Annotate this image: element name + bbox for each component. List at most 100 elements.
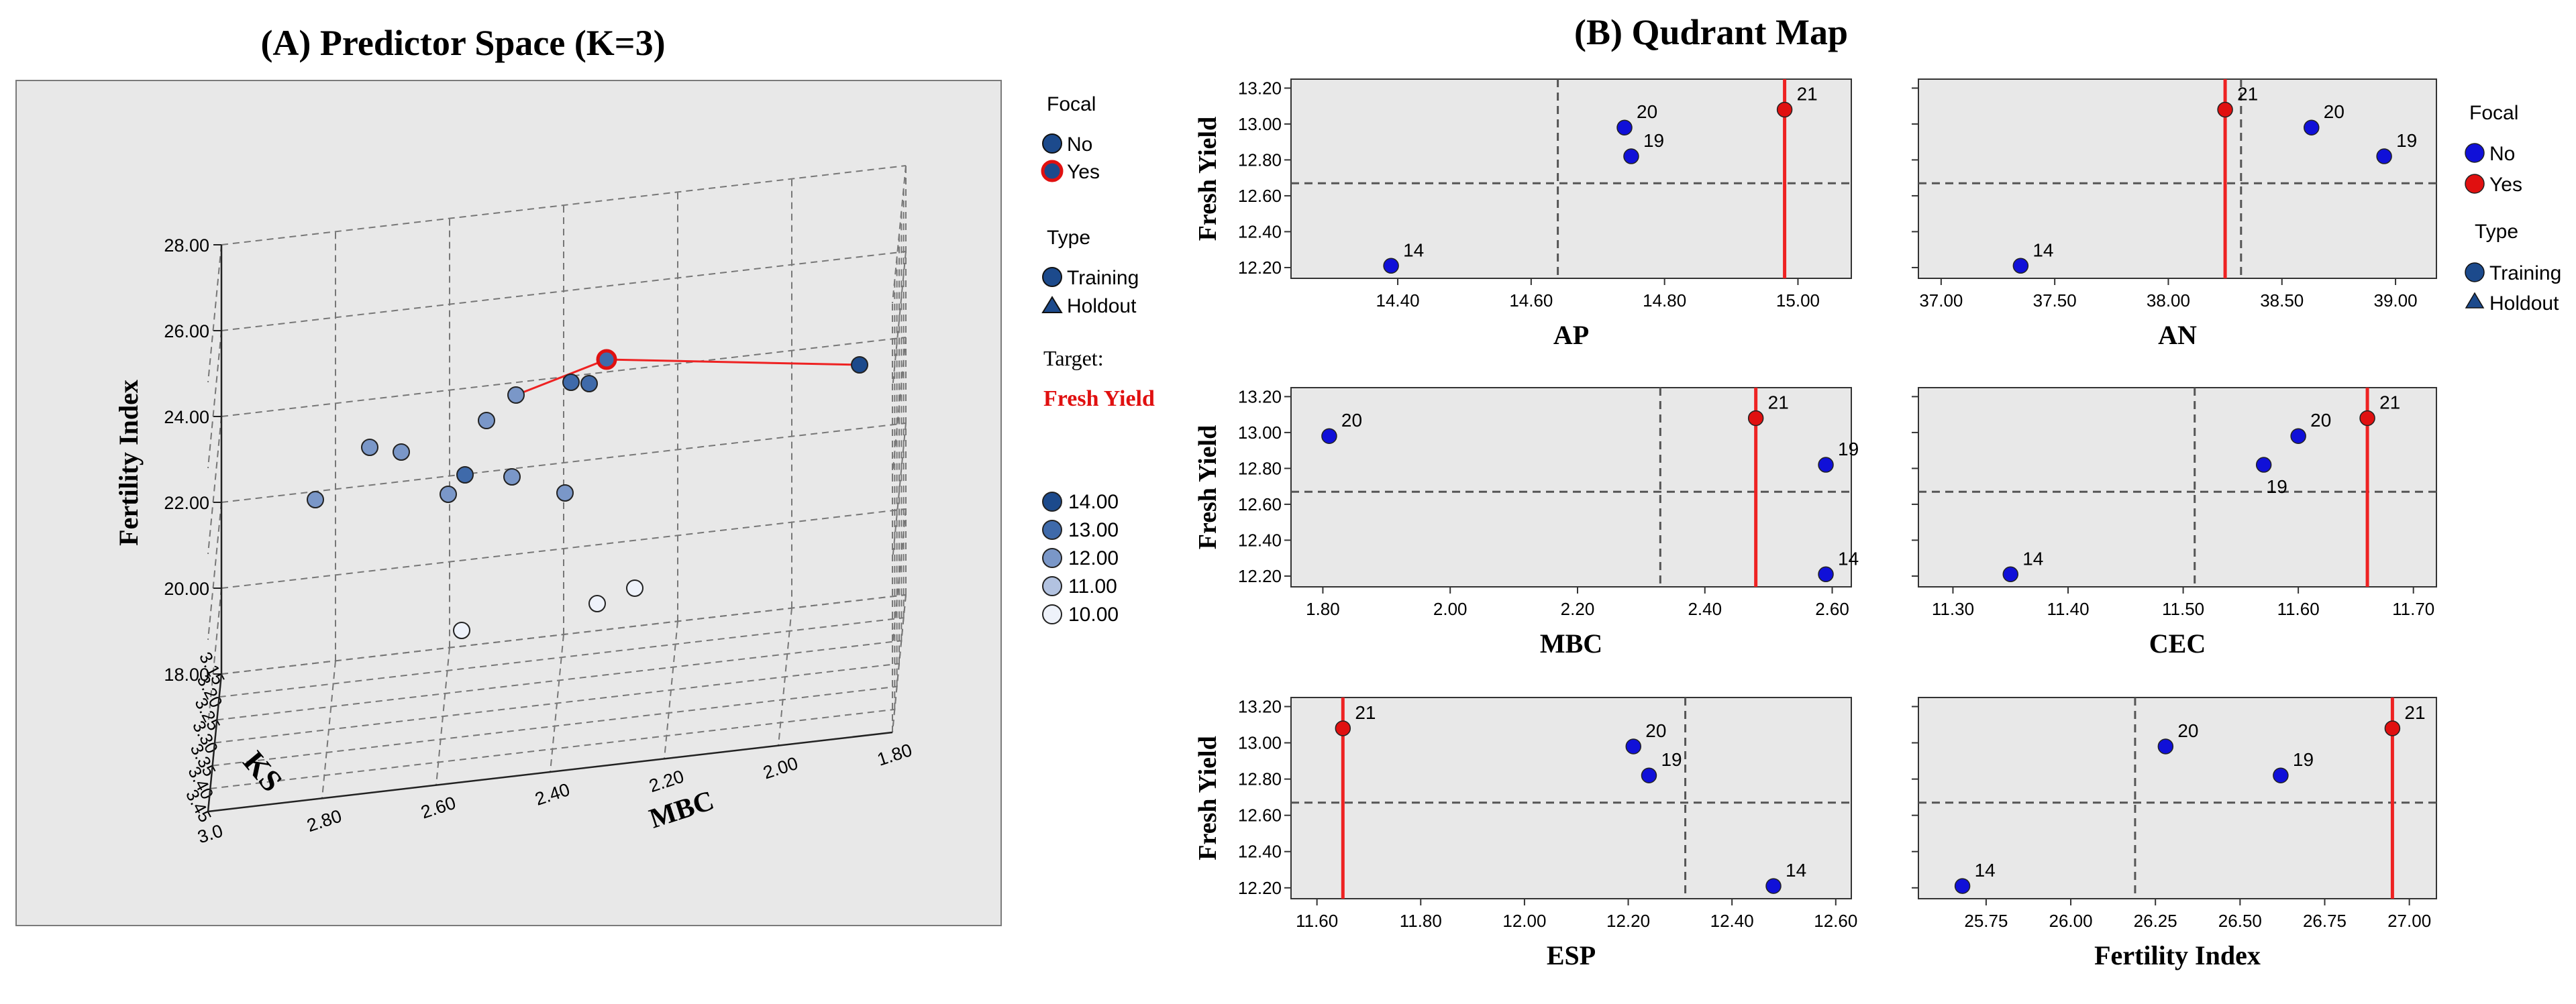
side-wall-grid-line: [892, 165, 907, 304]
x-tick-label: 12.40: [1710, 911, 1754, 931]
data-point: [1818, 457, 1834, 473]
left-wall-grid-line: [207, 244, 222, 383]
side-wall-grid-line: [892, 508, 907, 647]
panel-a-points: [307, 349, 868, 639]
legend-b-no-label: No: [2489, 143, 2515, 165]
panel-a-z-ticks: 18.00 20.00 22.00 24.00 26.00 28.00: [164, 235, 221, 685]
data-point: [307, 491, 324, 508]
point-label: 19: [2267, 476, 2287, 497]
data-point: [478, 412, 495, 429]
data-point: [2359, 410, 2375, 427]
x-tick-label: 12.00: [1502, 911, 1546, 931]
y-tick-label: 13.20: [1238, 697, 1282, 717]
x-tick-label: 38.50: [2260, 290, 2304, 311]
point-label: 21: [2237, 83, 2258, 104]
y-axis-label: Fresh Yield: [1194, 736, 1222, 860]
x-tick-label: 37.50: [2033, 290, 2077, 311]
y-tick-label: 12.20: [1238, 258, 1282, 278]
point-label: 21: [1797, 83, 1818, 104]
data-point: [1625, 738, 1642, 755]
scale-legend-label: 11.00: [1068, 575, 1117, 598]
x-tick-label: 2.00: [1433, 599, 1467, 619]
panel-a-legend: Focal No Yes Type Training Holdout Targe…: [1041, 93, 1155, 626]
x-tick-label: 12.20: [1606, 911, 1650, 931]
x-tick-label: 14.60: [1509, 290, 1553, 311]
legend-b-training-label: Training: [2489, 262, 2561, 284]
data-point: [440, 486, 457, 503]
back-wall-grid-line: [221, 508, 907, 589]
x-tick-label: 2.20: [1561, 599, 1595, 619]
plot-area: [1918, 78, 2437, 279]
quadrant-plot-an: 37.00 37.50 38.00 38.50 39.00 AN 21 20 19 14: [1912, 78, 2437, 350]
legend-a-target-value: Fresh Yield: [1043, 386, 1155, 411]
panel-b-legend: Focal No Yes Type Training Holdout: [2465, 102, 2561, 315]
side-wall-grid-line: [892, 337, 907, 476]
x-tick-label: 26.50: [2218, 911, 2262, 931]
z-tick-label: 24.00: [164, 407, 209, 427]
y-tick-label: 13.00: [1238, 733, 1282, 753]
x-tick-label: 39.00: [2374, 290, 2418, 311]
data-point: [456, 466, 474, 484]
data-point: [2384, 720, 2401, 736]
legend-a-no-marker: [1042, 133, 1062, 154]
point-label: 19: [1643, 130, 1664, 151]
quadrant-plot-mbc: 1.80 2.00 2.20 2.40 2.60 12.20 12.40 12.60 12.80…: [1194, 386, 1859, 659]
plot-area: [1918, 387, 2437, 588]
left-wall-grid-line: [207, 502, 222, 640]
plot-area: [1290, 387, 1852, 588]
panel-b-title: (B) Qudrant Map: [1574, 12, 1848, 52]
data-point: [2157, 738, 2174, 755]
data-point: [626, 579, 643, 597]
legend-a-no-label: No: [1067, 133, 1092, 156]
data-point: [2376, 148, 2392, 164]
point-label: 14: [1786, 860, 1806, 881]
x-tick-label: 15.00: [1776, 290, 1820, 311]
y-axis-label: Fresh Yield: [1194, 425, 1222, 549]
point-label: 14: [2022, 548, 2043, 569]
data-point: [588, 595, 606, 612]
x-tick-label: 11.60: [2277, 599, 2320, 619]
floor-grid-line: [214, 663, 900, 744]
data-point: [2290, 428, 2306, 444]
x-tick-label: 26.00: [2049, 911, 2093, 931]
legend-a-target-title: Target:: [1043, 346, 1104, 370]
x-axis-label: ESP: [1547, 940, 1596, 970]
legend-b-type-title: Type: [2475, 221, 2518, 243]
point-label: 14: [2032, 239, 2053, 260]
x-tick-label: 14.40: [1376, 290, 1420, 311]
legend-b-yes-label: Yes: [2489, 174, 2522, 196]
data-point: [2255, 457, 2272, 473]
focal-point: [596, 349, 617, 370]
z-tick-label: 28.00: [164, 235, 209, 256]
data-point: [1321, 428, 1337, 444]
point-label: 21: [2379, 392, 2400, 412]
scale-legend-label: 12.00: [1068, 547, 1119, 569]
panel-a: (A) Predictor Space (K=3) 18.00 20.00 22.0…: [15, 23, 1155, 926]
x-tick-label: 37.00: [1919, 290, 1963, 311]
axis-line: [207, 731, 893, 813]
data-point: [851, 356, 868, 374]
point-label: 21: [2404, 702, 2425, 723]
data-point: [1335, 720, 1351, 736]
x-tick-label: 26.25: [2134, 911, 2177, 931]
z-tick-label: 26.00: [164, 321, 209, 341]
panel-a-plot-frame: [15, 80, 1002, 926]
legend-b-training-marker: [2465, 262, 2485, 282]
floor-grid-line: [210, 708, 895, 789]
scale-legend-marker: [1042, 576, 1062, 596]
y-tick-label: 12.20: [1238, 878, 1282, 898]
x-tick-label: 14.80: [1643, 290, 1686, 311]
y-tick-label: 13.20: [1238, 386, 1282, 406]
scale-legend-label: 10.00: [1068, 604, 1119, 626]
y-tick-label: 12.60: [1238, 186, 1282, 206]
scale-legend-marker: [1042, 604, 1062, 624]
point-label: 20: [1645, 720, 1666, 741]
data-point: [1765, 878, 1782, 894]
side-wall-grid-line: [892, 251, 907, 390]
legend-b-yes-marker: [2465, 174, 2485, 194]
y-tick-label: 12.80: [1238, 150, 1282, 170]
x-tick-label: 1.80: [1306, 599, 1340, 619]
data-point: [2217, 101, 2233, 118]
legend-a-training-label: Training: [1067, 267, 1139, 289]
